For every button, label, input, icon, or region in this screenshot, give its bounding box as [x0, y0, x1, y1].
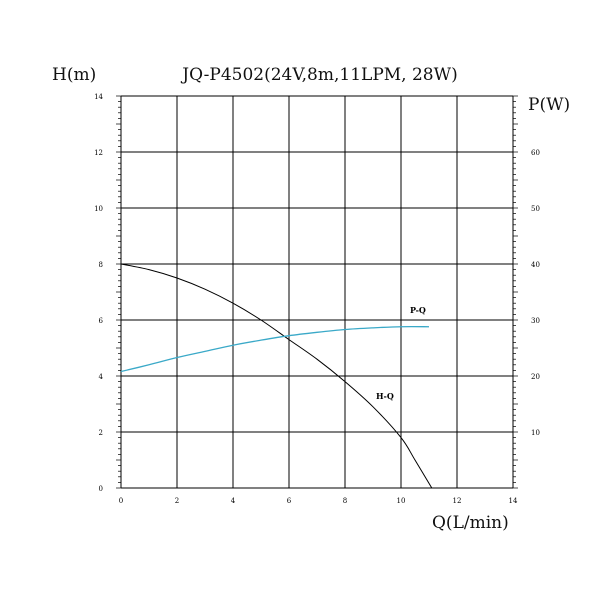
- y-right-tick-label: 40: [531, 261, 540, 269]
- tick-labels: 0 2 4 6 8 10 12 14 0 2 4 6 8 10 12 14 10 20 30 40 50 60: [94, 93, 540, 505]
- x-tick-label: 8: [343, 497, 347, 505]
- y-axis-left-title: H(m): [52, 65, 96, 85]
- y-right-tick-label: 60: [531, 149, 540, 157]
- y-left-tick-label: 6: [99, 317, 104, 325]
- y-left-tick-label: 2: [99, 429, 103, 437]
- y-right-tick-label: 30: [531, 317, 540, 325]
- y-right-tick-label: 10: [531, 429, 540, 437]
- x-tick-label: 4: [231, 497, 236, 505]
- y-right-tick-label: 50: [531, 205, 540, 213]
- series-group: [120, 263, 433, 489]
- y-left-tick-label: 14: [94, 93, 103, 101]
- y-axis-right-title: P(W): [528, 95, 570, 115]
- x-tick-label: 2: [175, 497, 179, 505]
- minor-ticks: [116, 95, 518, 489]
- series-line-p-q: [120, 325, 430, 373]
- chart-title: JQ-P4502(24V,8m,11LPM, 28W): [180, 65, 457, 85]
- y-left-tick-label: 8: [99, 261, 103, 269]
- x-axis-title: Q(L/min): [432, 513, 509, 533]
- y-left-tick-label: 10: [94, 205, 103, 213]
- grid: [120, 95, 514, 489]
- y-right-tick-label: 20: [531, 373, 540, 381]
- x-tick-label: 14: [509, 497, 518, 505]
- x-tick-label: 6: [287, 497, 292, 505]
- y-left-tick-label: 4: [99, 373, 104, 381]
- y-left-tick-label: 12: [94, 149, 103, 157]
- x-tick-label: 0: [119, 497, 123, 505]
- series-line-h-q: [120, 263, 433, 489]
- x-tick-label: 10: [397, 497, 406, 505]
- x-tick-label: 12: [453, 497, 462, 505]
- series-label-h-q: H-Q: [376, 391, 394, 401]
- series-label-p-q: P-Q: [410, 305, 426, 315]
- y-left-tick-label: 0: [99, 485, 103, 493]
